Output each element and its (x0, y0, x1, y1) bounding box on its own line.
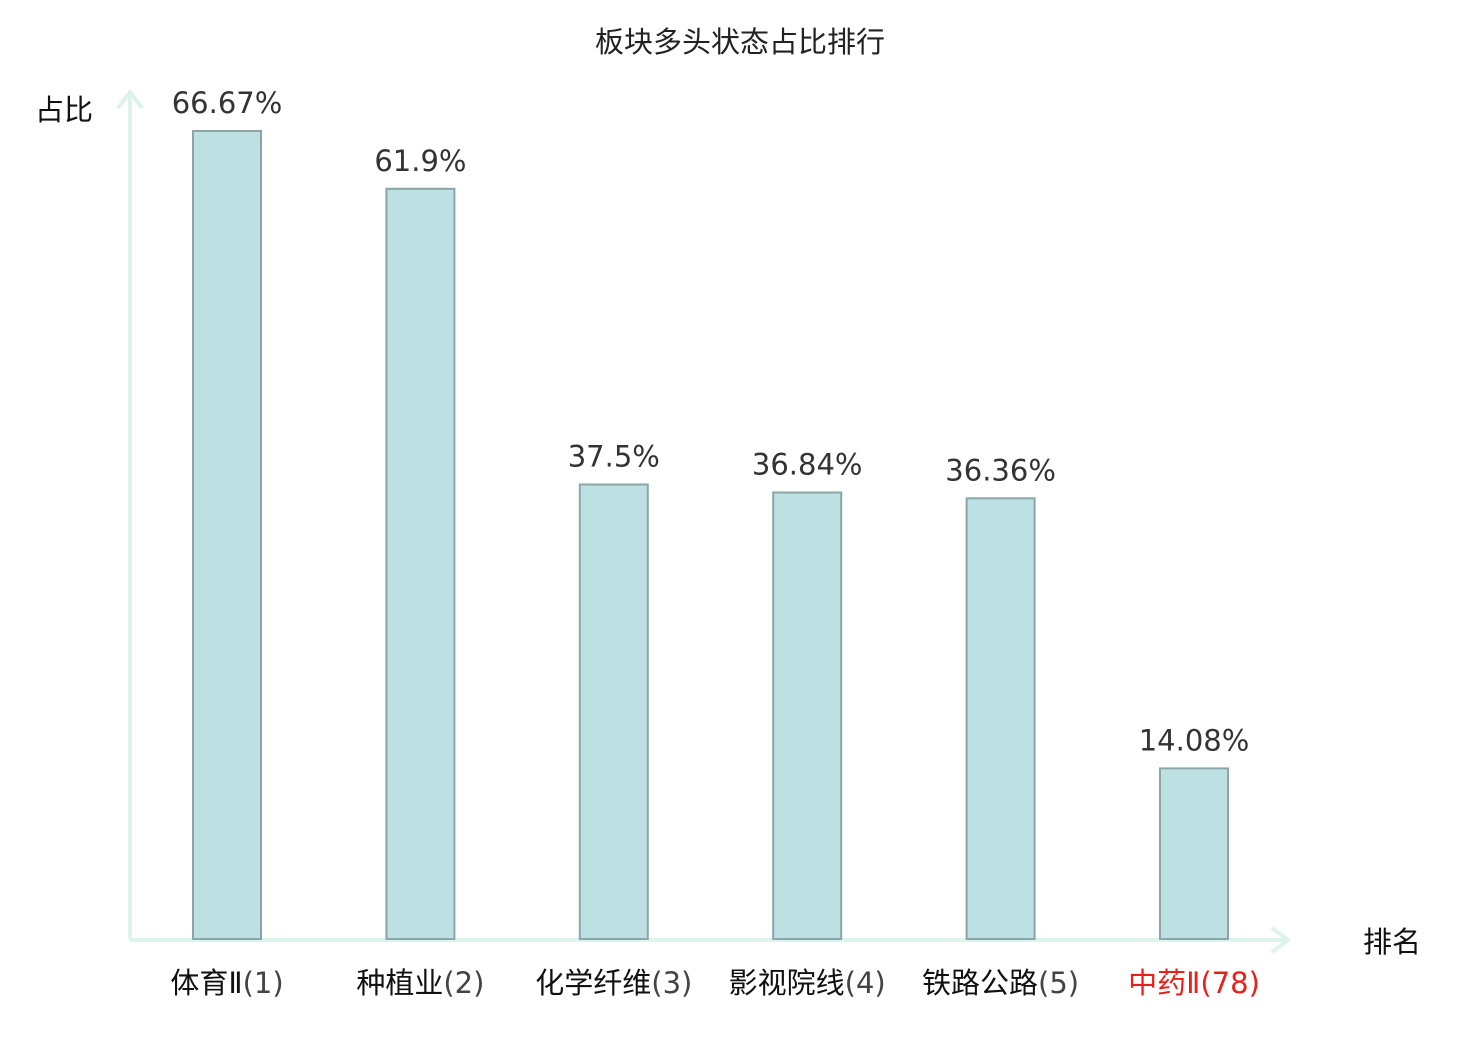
category-rank-5: (5) (1038, 966, 1079, 1000)
category-label-1: 体育Ⅱ(1) (170, 966, 283, 1000)
category-rank-3: (3) (651, 966, 692, 1000)
category-label-5: 铁路公路(5) (922, 966, 1079, 1000)
category-label-3: 化学纤维(3) (535, 966, 692, 1000)
category-name-1: 体育Ⅱ (170, 966, 242, 1000)
value-label-2: 61.9% (374, 144, 466, 178)
category-label-4: 影视院线(4) (729, 966, 886, 1000)
value-label-4: 36.84% (752, 448, 863, 482)
value-label-6: 14.08% (1139, 723, 1250, 757)
category-name-5: 铁路公路 (922, 966, 1038, 1000)
category-name-6: 中药Ⅱ (1128, 966, 1200, 1000)
bar-5 (965, 497, 1036, 940)
category-rank-4: (4) (845, 966, 886, 1000)
y-axis-label: 占比 (35, 93, 93, 127)
bar-1 (192, 130, 262, 940)
value-labels: 66.67% 61.9% 37.5% 36.84% 36.36% 14.08% (172, 86, 1250, 757)
category-name-3: 化学纤维 (535, 966, 651, 1000)
bar-6 (1159, 767, 1229, 941)
category-labels: 体育Ⅱ(1) 种植业(2) 化学纤维(3) 影视院线(4) 铁路公路(5) 中药Ⅱ(78) (170, 966, 1260, 1000)
bar-4 (772, 491, 843, 940)
category-name-2: 种植业 (356, 966, 443, 1000)
category-label-6: 中药Ⅱ(78) (1128, 966, 1260, 1000)
category-name-4: 影视院线 (729, 966, 845, 1000)
value-label-1: 66.67% (172, 86, 283, 120)
category-rank-1: (1) (243, 966, 284, 1000)
bar-2 (385, 187, 456, 941)
y-axis-arrow-icon (116, 88, 144, 110)
chart-title: 板块多头状态占比排行 (595, 25, 885, 59)
bar-3 (578, 483, 649, 940)
category-rank-2: (2) (443, 966, 484, 1000)
value-label-5: 36.36% (945, 453, 1056, 487)
x-axis-label: 排名 (1363, 925, 1421, 959)
x-axis-arrow-icon (1270, 926, 1292, 954)
value-label-3: 37.5% (568, 440, 660, 474)
bars (192, 130, 1229, 941)
category-label-2: 种植业(2) (356, 966, 484, 1000)
category-rank-6: (78) (1200, 966, 1260, 1000)
